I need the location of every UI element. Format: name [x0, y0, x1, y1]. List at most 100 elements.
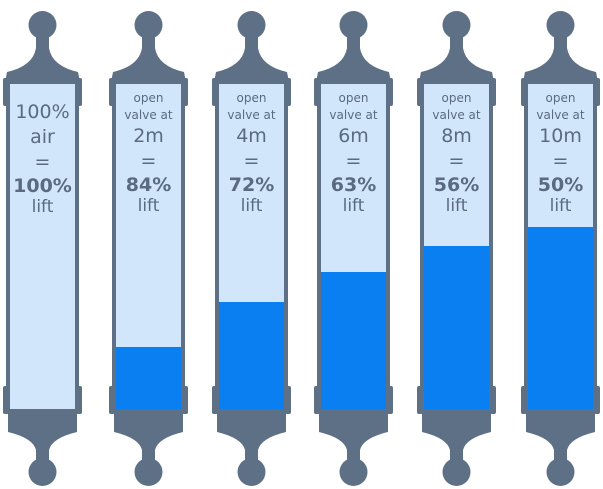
equals-sign: = — [345, 150, 362, 172]
top-knob — [339, 11, 368, 39]
label-line-2: valve at — [124, 108, 173, 122]
left-lug-bottom — [314, 386, 320, 414]
right-lug-top — [594, 78, 600, 106]
top-knob — [134, 11, 163, 39]
label-line-2: valve at — [536, 108, 585, 122]
label-line-1: open — [133, 91, 164, 105]
cylinder-graphic — [417, 11, 496, 486]
cylinder-label: open valve at 2m = 84% lift — [115, 90, 182, 216]
right-lug-top — [387, 78, 393, 106]
bottom-knob — [237, 458, 266, 486]
left-lug-top — [417, 78, 423, 106]
lift-percent: 56% — [433, 174, 480, 196]
lift-word: lift — [31, 197, 54, 217]
label-line-2: valve at — [432, 108, 481, 122]
cylinder-1: 100% air = 100% lift — [0, 0, 85, 489]
cylinder-5: open valve at 8m = 56% lift — [414, 0, 499, 489]
lift-word: lift — [240, 196, 263, 216]
label-line-1: 100% — [15, 101, 70, 123]
cylinder-3: open valve at 4m = 72% lift — [209, 0, 294, 489]
left-lug-bottom — [521, 386, 527, 414]
top-cap — [5, 36, 80, 82]
right-lug-bottom — [285, 386, 291, 414]
water-volume — [116, 347, 181, 409]
cylinder-4: open valve at 6m = 63% lift — [311, 0, 396, 489]
top-cap — [316, 36, 391, 82]
right-lug-bottom — [182, 386, 188, 414]
cylinder-6: open valve at 10m = 50% lift — [518, 0, 603, 489]
left-lug-bottom — [109, 386, 115, 414]
cylinder-graphic — [3, 11, 82, 486]
top-cap — [214, 36, 289, 82]
label-line-1: open — [441, 91, 472, 105]
cylinder-2: open valve at 2m = 84% lift — [106, 0, 191, 489]
lift-word: lift — [549, 196, 572, 216]
top-knob — [237, 11, 266, 39]
bottom-knob — [134, 458, 163, 486]
top-cap — [419, 36, 494, 82]
left-lug-bottom — [212, 386, 218, 414]
label-line-2: valve at — [227, 108, 276, 122]
water-volume — [219, 302, 284, 409]
right-lug-top — [182, 78, 188, 106]
air-volume — [10, 84, 75, 409]
left-lug-bottom — [3, 386, 9, 414]
right-lug-top — [490, 78, 496, 106]
depth-value: 10m — [539, 125, 582, 147]
right-lug-bottom — [490, 386, 496, 414]
depth-value: 4m — [236, 125, 267, 147]
bottom-cap — [526, 412, 595, 462]
water-volume — [528, 227, 593, 409]
left-lug-top — [521, 78, 527, 106]
depth-value: 2m — [133, 125, 164, 147]
bottom-cap — [422, 412, 491, 462]
cylinder-label: open valve at 8m = 56% lift — [423, 90, 490, 216]
cylinder-label: open valve at 6m = 63% lift — [320, 90, 387, 216]
lift-percent: 50% — [537, 174, 584, 196]
water-volume — [424, 246, 489, 409]
left-lug-top — [109, 78, 115, 106]
bottom-knob — [546, 458, 575, 486]
left-lug-top — [3, 78, 9, 106]
depth-value: 8m — [441, 125, 472, 147]
bottom-cap — [8, 412, 77, 462]
label-line-1: open — [236, 91, 267, 105]
cylinder-graphic — [521, 11, 600, 486]
label-line-2: valve at — [329, 108, 378, 122]
top-knob — [28, 11, 57, 39]
lift-percent: 72% — [228, 174, 275, 196]
cylinder-label: 100% air = 100% lift — [9, 100, 76, 217]
left-lug-top — [212, 78, 218, 106]
top-cap — [111, 36, 186, 82]
bottom-knob — [442, 458, 471, 486]
lift-word: lift — [137, 196, 160, 216]
label-line-2: air — [30, 126, 55, 148]
cylinder-graphic — [212, 11, 291, 486]
right-lug-bottom — [594, 386, 600, 414]
right-lug-bottom — [387, 386, 393, 414]
lift-percent: 84% — [125, 174, 172, 196]
bottom-knob — [339, 458, 368, 486]
equals-sign: = — [243, 150, 260, 172]
label-line-1: open — [338, 91, 369, 105]
label-line-1: open — [545, 91, 576, 105]
equals-sign: = — [552, 150, 569, 172]
left-lug-bottom — [417, 386, 423, 414]
bottom-cap — [217, 412, 286, 462]
equals-sign: = — [34, 151, 51, 173]
lift-word: lift — [445, 196, 468, 216]
water-volume — [321, 272, 386, 409]
right-lug-top — [285, 78, 291, 106]
right-lug-top — [76, 78, 82, 106]
lift-percent: 63% — [330, 174, 377, 196]
right-lug-bottom — [76, 386, 82, 414]
left-lug-top — [314, 78, 320, 106]
bottom-cap — [114, 412, 183, 462]
bottom-knob — [28, 458, 57, 486]
equals-sign: = — [448, 150, 465, 172]
cylinder-label: open valve at 10m = 50% lift — [527, 90, 594, 216]
cylinder-label: open valve at 4m = 72% lift — [218, 90, 285, 216]
cylinder-graphic — [314, 11, 393, 486]
lift-percent: 100% — [13, 175, 72, 197]
